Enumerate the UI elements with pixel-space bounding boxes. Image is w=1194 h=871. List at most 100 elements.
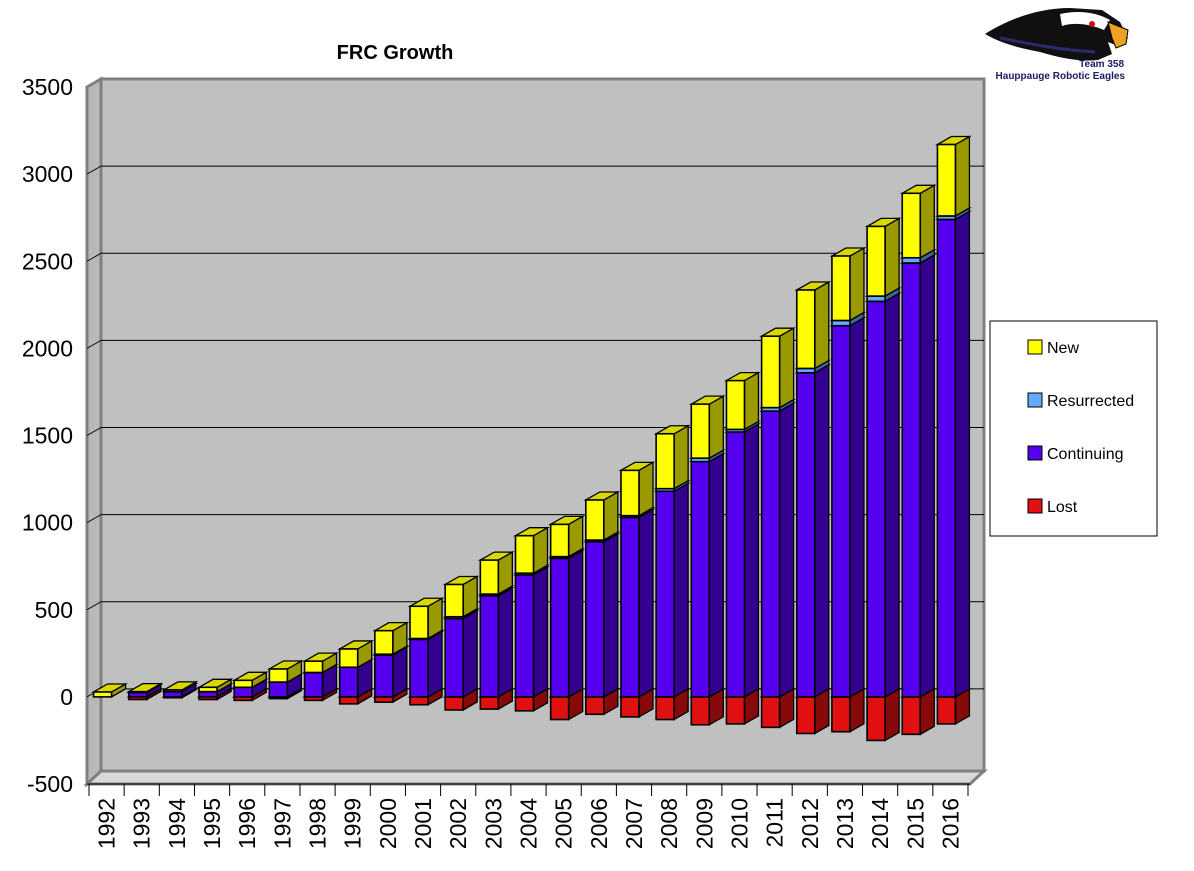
eagle-icon [985, 8, 1129, 61]
bar-new [302, 652, 339, 674]
x-tick-label: 2000 [375, 798, 401, 849]
bar-continuing [794, 363, 832, 698]
gridline-side [86, 339, 102, 349]
x-tick-label: 1997 [269, 798, 295, 849]
x-tick-label: 2007 [621, 798, 647, 849]
y-tick-label: 2000 [22, 335, 73, 361]
legend-items: New Resurrected Continuing Lost [1027, 339, 1134, 516]
bar-new [583, 490, 621, 542]
bar-continuing [548, 549, 586, 698]
bar-continuing [829, 316, 867, 698]
y-tick-label: 500 [35, 597, 73, 623]
y-tick-label: 0 [60, 684, 73, 710]
bar-continuing [407, 630, 445, 698]
bar-new [407, 597, 445, 640]
x-tick-label: 2005 [551, 798, 577, 849]
x-tick-label: 2015 [902, 798, 928, 849]
bar-continuing [618, 508, 656, 698]
bar-new [161, 680, 199, 693]
bar-continuing [477, 586, 515, 698]
gridline-side [86, 165, 102, 175]
x-tick-label: 1998 [305, 798, 331, 849]
x-tick-label: 2001 [410, 798, 436, 849]
bar-continuing [688, 452, 726, 698]
bar-new [372, 621, 410, 656]
y-tick-label: 3500 [22, 74, 73, 100]
bar-new [231, 671, 269, 689]
x-tick-label: 2009 [691, 798, 717, 849]
bar-new [899, 184, 937, 259]
legend-label: Lost [1047, 499, 1078, 516]
gridline-side [86, 514, 102, 524]
y-axis: -500 0 500 1000 1500 2000 2500 3000 3500 [22, 74, 73, 797]
bar-continuing [653, 482, 691, 698]
bar-new [618, 461, 656, 517]
legend-swatch [1027, 339, 1043, 355]
x-tick-label: 2003 [480, 798, 506, 849]
bar-new [653, 424, 691, 490]
bar-continuing [513, 565, 550, 698]
bar-new [724, 371, 761, 431]
bar-new [442, 575, 480, 618]
bar-new [196, 678, 234, 693]
legend: New Resurrected Continuing Lost [989, 320, 1158, 537]
x-tick-label: 1992 [94, 798, 120, 849]
x-tick-label: 1993 [129, 798, 155, 849]
logo-name: Hauppauge Robotic Eagles [996, 71, 1126, 82]
plot-floor [83, 769, 988, 786]
bar-continuing [583, 532, 621, 698]
bar-continuing [899, 253, 937, 698]
gridline-side [86, 427, 102, 436]
bar-new [126, 682, 164, 694]
bars [91, 135, 972, 742]
chart-title: FRC Growth [337, 42, 454, 64]
y-tick-label: 1500 [22, 423, 73, 449]
legend-box [989, 320, 1158, 537]
y-tick-label: 3000 [22, 161, 73, 187]
bar-continuing [864, 292, 902, 698]
plot-area [83, 76, 988, 788]
x-tick-label: 2011 [762, 798, 788, 847]
bar-new [934, 135, 972, 218]
x-tick-label: 2006 [586, 798, 612, 849]
bar-continuing [759, 401, 797, 698]
legend-swatch [1027, 392, 1043, 408]
x-tick-label: 2016 [937, 798, 963, 849]
bar-new [794, 280, 832, 370]
logo-team: Team 358 [1079, 59, 1124, 70]
x-tick-label: 1995 [199, 798, 225, 849]
bar-new [759, 327, 797, 409]
x-tick-label: 2010 [726, 798, 752, 849]
x-tick-label: 2004 [516, 798, 542, 849]
legend-label: Continuing [1047, 446, 1124, 463]
bar-new [91, 682, 129, 698]
x-tick-label: 2008 [656, 798, 682, 849]
bar-new [864, 217, 902, 298]
bar-new [548, 515, 586, 558]
legend-label: New [1047, 340, 1079, 357]
x-tick-label: 1999 [340, 798, 366, 849]
x-tick-label: 1996 [234, 798, 260, 849]
y-tick-label: 2500 [22, 248, 73, 274]
x-tick-label: 2013 [832, 798, 858, 849]
gridline-side [86, 252, 102, 262]
gridline-side [86, 601, 102, 611]
y-tick-label: -500 [27, 771, 73, 797]
bar-new [337, 639, 375, 669]
bar-continuing [934, 210, 972, 698]
y-tick-label: 1000 [22, 510, 73, 536]
legend-swatch [1027, 445, 1043, 461]
x-axis: 1992 1993 1994 1995 1996 1997 1998 1999 2000 2001… [87, 783, 970, 849]
legend-swatch [1027, 498, 1043, 514]
x-tick-label: 1994 [164, 798, 190, 849]
legend-label: Resurrected [1047, 393, 1134, 410]
bar-new [688, 395, 726, 460]
x-tick-label: 2012 [797, 798, 823, 849]
bar-continuing [442, 609, 480, 698]
bar-new [266, 659, 304, 684]
bar-new [829, 246, 867, 322]
x-tick-label: 2002 [445, 798, 471, 849]
bar-new [513, 526, 550, 575]
bar-continuing [724, 422, 761, 698]
